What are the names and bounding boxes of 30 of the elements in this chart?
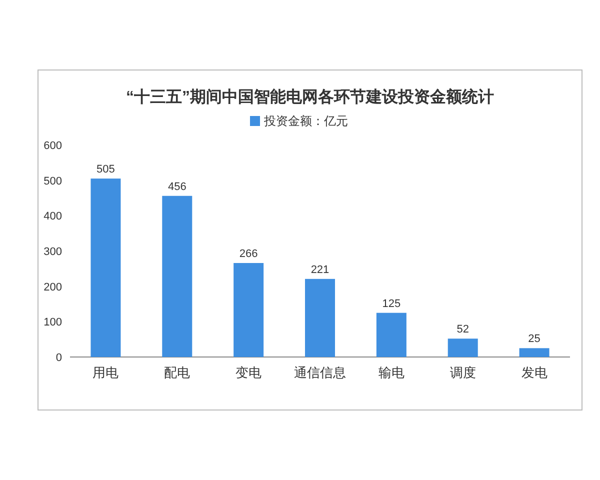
x-tick-label: 输电 <box>378 365 404 380</box>
x-tick-label: 变电 <box>236 365 262 380</box>
y-tick-label: 600 <box>44 140 62 152</box>
y-tick-label: 400 <box>44 210 62 223</box>
y-tick-label: 100 <box>44 316 62 329</box>
x-tick-label: 通信信息 <box>294 365 346 380</box>
y-tick-label: 200 <box>44 281 62 294</box>
x-tick-label: 配电 <box>164 365 190 380</box>
bar <box>305 278 335 357</box>
bar <box>519 348 550 357</box>
data-label: 125 <box>382 298 401 310</box>
x-tick-label: 用电 <box>92 365 119 380</box>
data-label: 25 <box>528 333 540 346</box>
chart-title: “十三五”期间中国智能电网各环节建设投资金额统计 <box>126 88 494 106</box>
x-tick-label: 调度 <box>450 365 476 380</box>
bar <box>162 196 192 357</box>
data-label: 221 <box>310 264 330 276</box>
legend-label: 投资金额：亿元 <box>263 114 348 128</box>
y-tick-label: 0 <box>56 352 62 364</box>
y-tick-label: 500 <box>44 175 62 188</box>
data-label: 52 <box>456 324 469 336</box>
bar <box>376 312 406 357</box>
data-label: 266 <box>239 248 258 260</box>
bar <box>448 338 478 357</box>
x-tick-label: 发电 <box>521 365 548 380</box>
data-label: 456 <box>168 180 186 193</box>
bar <box>90 178 121 357</box>
bar <box>234 263 264 357</box>
data-label: 505 <box>96 164 115 176</box>
y-tick-label: 300 <box>44 246 62 258</box>
